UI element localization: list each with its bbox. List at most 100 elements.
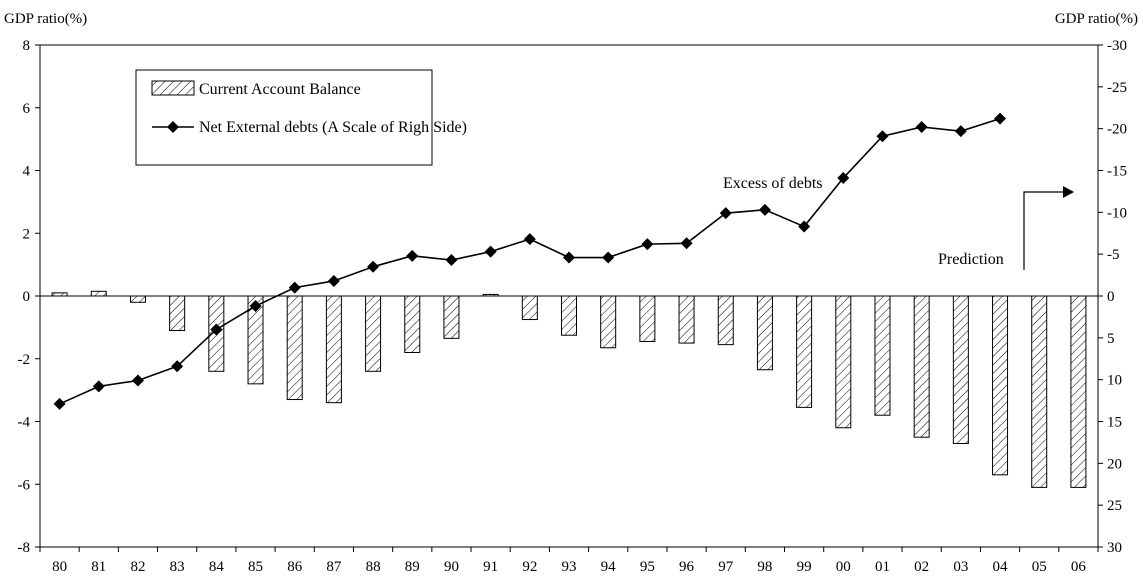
right-tick-label: -25: [1107, 80, 1127, 96]
right-tick-label: -20: [1107, 122, 1127, 138]
point-90: [445, 254, 458, 267]
bar-87: [325, 295, 342, 404]
point-80: [53, 397, 66, 410]
right-tick-label: 5: [1107, 331, 1115, 347]
bar-95: [639, 295, 656, 342]
x-tick-label: 83: [170, 559, 185, 575]
x-tick-label: 00: [836, 559, 851, 575]
bar-06: [1070, 295, 1087, 488]
legend-diamond-marker: [167, 121, 179, 133]
point-92: [523, 233, 536, 246]
x-tick-label: 86: [287, 559, 303, 575]
bar-83: [169, 295, 186, 332]
left-tick-label: 6: [23, 101, 31, 117]
bar-01: [874, 295, 891, 416]
right-tick-label: 25: [1107, 498, 1122, 514]
point-01: [876, 130, 889, 143]
right-tick-label: -15: [1107, 164, 1127, 180]
x-tick-label: 85: [248, 559, 263, 575]
point-96: [680, 237, 693, 250]
bar-03: [952, 295, 969, 444]
right-axis-ticks: -30 -25 -20 -15 -10 -5 0 5 10 15 20 25 30: [1098, 38, 1127, 556]
right-axis-label: GDP ratio(%): [1055, 11, 1138, 27]
prediction-arrow-line: [1023, 191, 1064, 270]
bar-series: [51, 290, 1087, 488]
bar-89: [404, 295, 421, 353]
right-tick-label: -10: [1107, 205, 1127, 221]
x-tick-label: 94: [601, 559, 617, 575]
x-tick-label: 06: [1071, 559, 1087, 575]
point-97: [719, 207, 732, 220]
point-99: [798, 220, 811, 233]
right-tick-label: -5: [1107, 247, 1120, 263]
right-tick-label: -30: [1107, 38, 1127, 54]
point-00: [837, 172, 850, 185]
point-85: [249, 300, 262, 313]
x-tick-label: 84: [209, 559, 225, 575]
left-tick-label: -6: [18, 477, 31, 493]
x-tick-label: 89: [405, 559, 420, 575]
point-94: [602, 251, 615, 264]
point-84: [210, 323, 223, 336]
left-tick-label: -2: [18, 352, 31, 368]
x-tick-label: 90: [444, 559, 459, 575]
bar-85: [247, 295, 264, 385]
x-tick-label: 88: [366, 559, 381, 575]
point-02: [915, 120, 928, 133]
x-axis-ticks: 80 81 82 83 84 85 86 87 88 89 90 91 92 93 94 95 96 97 98 99…: [39, 547, 1099, 575]
bar-90: [443, 295, 460, 339]
bar-88: [365, 295, 382, 372]
left-axis-label: GDP ratio(%): [4, 11, 87, 27]
bar-97: [717, 295, 734, 346]
x-tick-label: 92: [522, 559, 537, 575]
point-04: [994, 112, 1007, 125]
point-87: [327, 274, 340, 287]
bar-04: [992, 295, 1009, 476]
point-95: [641, 238, 654, 251]
annotation-prediction: Prediction: [938, 251, 1004, 268]
left-axis-ticks: 8 6 4 2 0 -2 -4 -6 -8: [18, 38, 40, 556]
x-tick-label: 80: [52, 559, 67, 575]
left-tick-label: 2: [23, 226, 31, 242]
bar-86: [286, 295, 303, 401]
prediction-arrow-head: [1063, 186, 1074, 198]
bar-92: [521, 295, 538, 321]
point-88: [367, 260, 380, 273]
bar-05: [1031, 295, 1048, 488]
left-tick-label: -8: [18, 540, 31, 556]
point-82: [131, 374, 144, 387]
left-tick-label: -4: [18, 415, 31, 431]
annotation-excess-of-debts: Excess of debts: [723, 175, 823, 192]
left-tick-label: 4: [23, 164, 31, 180]
legend-label-current-account: Current Account Balance: [199, 81, 361, 98]
x-tick-label: 95: [640, 559, 655, 575]
x-tick-label: 02: [914, 559, 929, 575]
legend-bar-swatch: [151, 80, 195, 96]
x-tick-label: 96: [679, 559, 695, 575]
x-tick-label: 04: [993, 559, 1009, 575]
x-tick-label: 91: [483, 559, 498, 575]
bar-00: [835, 295, 852, 429]
bar-82: [129, 295, 146, 303]
point-89: [406, 249, 419, 262]
right-tick-label: 10: [1107, 373, 1122, 389]
point-03: [954, 125, 967, 138]
bar-02: [913, 295, 930, 438]
x-tick-label: 03: [953, 559, 968, 575]
right-tick-label: 20: [1107, 456, 1122, 472]
x-tick-label: 81: [91, 559, 106, 575]
bar-91: [482, 293, 499, 297]
bar-96: [678, 295, 695, 344]
x-tick-label: 97: [718, 559, 734, 575]
left-tick-label: 8: [23, 38, 31, 54]
x-tick-label: 98: [757, 559, 772, 575]
x-tick-label: 82: [130, 559, 145, 575]
bar-99: [796, 295, 813, 408]
left-tick-label: 0: [23, 289, 31, 305]
point-81: [92, 380, 105, 393]
x-tick-label: 05: [1032, 559, 1047, 575]
point-91: [484, 245, 497, 258]
bar-81: [90, 290, 107, 297]
right-tick-label: 0: [1107, 289, 1115, 305]
